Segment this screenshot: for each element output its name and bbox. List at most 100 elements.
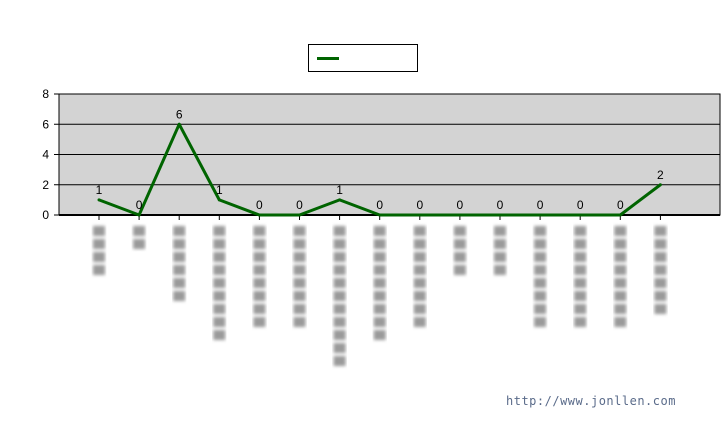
x-tick-label: [173, 226, 186, 301]
x-tick-glyph: [173, 226, 186, 236]
x-tick-glyph: [654, 265, 667, 275]
x-tick-glyph: [534, 252, 547, 262]
data-point: [458, 213, 462, 217]
x-tick-label: [453, 226, 466, 275]
x-tick-glyph: [494, 252, 506, 262]
x-tick-glyph: [333, 343, 346, 353]
x-tick-glyph: [293, 278, 306, 288]
x-tick-glyph: [574, 239, 587, 249]
x-tick-glyph: [373, 278, 386, 288]
data-point: [498, 213, 502, 217]
x-tick-glyph: [93, 226, 105, 236]
x-tick-glyph: [173, 252, 186, 262]
x-tick-glyph: [614, 252, 627, 262]
x-tick-glyph: [614, 304, 627, 314]
x-tick-glyph: [574, 226, 587, 236]
data-point: [217, 198, 221, 202]
x-tick-glyph: [654, 304, 667, 314]
x-tick-glyph: [614, 291, 627, 301]
data-point: [298, 213, 301, 217]
x-tick-glyph: [614, 226, 627, 236]
x-tick-glyph: [614, 265, 627, 275]
x-tick-glyph: [373, 239, 386, 249]
data-label: 1: [216, 183, 223, 197]
data-point: [137, 213, 141, 217]
x-tick-glyph: [213, 317, 226, 327]
x-tick-glyph: [133, 226, 146, 236]
data-label: 0: [577, 198, 584, 212]
x-tick-glyph: [534, 239, 547, 249]
x-tick-glyph: [654, 239, 667, 249]
x-tick-glyph: [453, 239, 466, 249]
data-label: 0: [617, 198, 624, 212]
x-tick-glyph: [574, 265, 587, 275]
x-tick-glyph: [173, 278, 186, 288]
x-tick-glyph: [333, 278, 346, 288]
data-point: [177, 122, 181, 126]
x-tick-glyph: [173, 265, 186, 275]
x-tick-glyph: [333, 317, 346, 327]
data-point: [418, 213, 422, 217]
x-tick-glyph: [253, 291, 266, 301]
x-tick-label: [373, 226, 386, 340]
x-tick-glyph: [253, 317, 266, 327]
data-label: 1: [336, 183, 343, 197]
x-tick-glyph: [574, 291, 587, 301]
data-label: 1: [96, 183, 103, 197]
x-tick-glyph: [333, 291, 346, 301]
x-tick-glyph: [293, 317, 306, 327]
x-tick-glyph: [373, 252, 386, 262]
x-tick-glyph: [614, 317, 627, 327]
data-point: [538, 213, 542, 217]
x-tick-label: [614, 226, 627, 327]
x-tick-glyph: [413, 226, 426, 236]
x-tick-glyph: [494, 239, 506, 249]
x-tick-glyph: [253, 265, 266, 275]
x-tick-glyph: [133, 239, 146, 249]
x-tick-glyph: [534, 291, 547, 301]
data-label: 0: [376, 198, 383, 212]
x-tick-glyph: [333, 265, 346, 275]
x-tick-glyph: [413, 278, 426, 288]
x-tick-glyph: [373, 265, 386, 275]
legend-line-swatch: [317, 57, 339, 60]
data-point: [257, 213, 261, 217]
x-tick-glyph: [534, 278, 547, 288]
x-tick-glyph: [213, 239, 226, 249]
x-tick-glyph: [534, 265, 547, 275]
x-tick-label: [654, 226, 667, 314]
x-tick-glyph: [333, 330, 346, 340]
y-tick-label: 0: [42, 208, 49, 222]
x-tick-glyph: [93, 252, 105, 262]
x-tick-label: [93, 226, 105, 275]
x-tick-glyph: [173, 291, 186, 301]
x-tick-label: [213, 226, 226, 340]
x-tick-glyph: [534, 317, 547, 327]
series-layer: 1 0 6 1 0 0 1 0 0 0 0 0 0 0 2: [96, 107, 664, 217]
x-tick-glyph: [413, 291, 426, 301]
x-tick-glyph: [293, 265, 306, 275]
x-tick-glyph: [293, 291, 306, 301]
data-label: 2: [657, 168, 664, 182]
x-tick-glyph: [333, 226, 346, 236]
x-tick-glyph: [413, 317, 426, 327]
y-tick-label: 4: [42, 148, 49, 162]
x-tick-glyph: [453, 226, 466, 236]
x-tick-label: [574, 226, 587, 327]
x-tick-glyph: [413, 252, 426, 262]
x-tick-label: [133, 226, 146, 249]
x-tick-glyph: [654, 226, 667, 236]
y-tick-label: 6: [42, 117, 49, 131]
x-tick-glyph: [654, 278, 667, 288]
x-tick-glyph: [213, 252, 226, 262]
data-label: 0: [537, 198, 544, 212]
x-tick-glyph: [413, 265, 426, 275]
x-tick-glyph: [413, 304, 426, 314]
x-tick-glyph: [574, 304, 587, 314]
x-tick-glyph: [293, 304, 306, 314]
x-tick-glyph: [213, 291, 226, 301]
x-tick-glyph: [494, 265, 506, 275]
x-tick-glyph: [253, 304, 266, 314]
data-point: [338, 198, 342, 202]
x-tick-label: [253, 226, 266, 327]
